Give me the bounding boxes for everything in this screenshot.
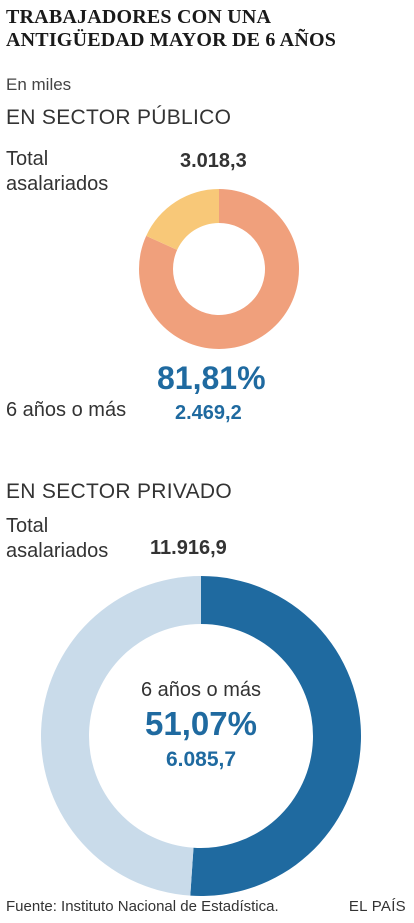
private-subset-label: 6 años o más (140, 679, 262, 701)
public-total-label-line2: asalariados (6, 173, 109, 195)
private-total-label-line2: asalariados (6, 540, 109, 562)
public-donut-chart (139, 189, 299, 349)
private-slice-6-years-plus (190, 576, 361, 896)
subtitle: En miles (6, 75, 72, 94)
private-sector-heading: EN SECTOR PRIVADO (6, 480, 233, 503)
private-total-label: Total asalariados (6, 514, 108, 564)
title-line-2: ANTIGÜEDAD MAYOR DE 6 AÑOS (6, 29, 337, 51)
private-total-value: 11.916,9 (150, 537, 227, 559)
private-total-label-line1: Total (6, 515, 49, 537)
private-percent: 51,07% (145, 705, 257, 742)
public-slice-rest (146, 189, 219, 250)
public-subset-value: 2.469,2 (175, 402, 242, 424)
public-total-label-line1: Total (6, 148, 49, 170)
private-donut-chart (40, 576, 361, 896)
chart-title: TRABAJADORES CON UNA ANTIGÜEDAD MAYOR DE… (6, 6, 410, 52)
public-subset-label: 6 años o más (6, 399, 127, 421)
public-sector-heading: EN SECTOR PÚBLICO (6, 106, 232, 129)
title-line-1: TRABAJADORES CON UNA (6, 6, 272, 28)
public-total-value: 3.018,3 (180, 150, 247, 172)
private-slice-rest (40, 576, 201, 896)
brand-logo: EL PAÍS (348, 898, 406, 915)
public-slice-6-years-plus (139, 189, 299, 349)
public-total-label: Total asalariados (6, 147, 108, 197)
private-subset-value: 6.085,7 (165, 748, 237, 771)
source-note: Fuente: Instituto Nacional de Estadístic… (6, 898, 279, 915)
public-percent: 81,81% (157, 360, 266, 396)
